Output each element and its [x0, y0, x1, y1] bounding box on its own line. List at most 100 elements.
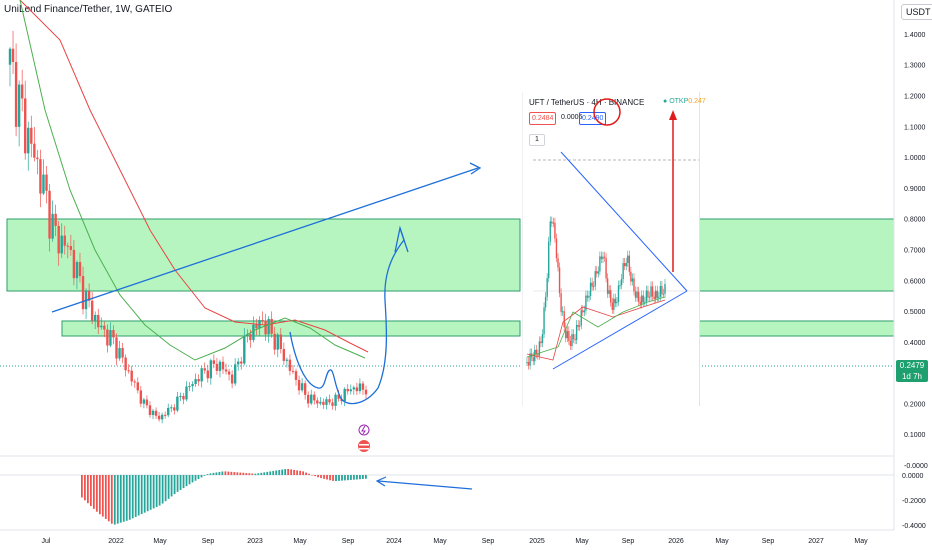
candle-body: [163, 414, 167, 416]
inset-candle-body: [554, 222, 556, 239]
histogram-bar: [215, 472, 218, 475]
inset-candle-body: [613, 298, 615, 310]
candle-body: [106, 329, 109, 346]
x-tick-label: Sep: [202, 538, 215, 545]
inset-candle-body: [633, 278, 635, 292]
currency-button[interactable]: USDT: [901, 4, 932, 20]
candle-body: [66, 245, 70, 247]
x-tick-label: Sep: [482, 538, 495, 545]
us-flag-stripes-2: [359, 448, 369, 450]
x-tick-label: 2023: [247, 538, 263, 545]
histogram-bar: [341, 475, 343, 481]
histogram-bar: [191, 475, 194, 483]
inset-candle-body: [600, 256, 603, 259]
histogram-bar: [320, 475, 322, 479]
candle-body: [90, 300, 94, 321]
candle-body: [285, 359, 289, 361]
us-flag-icon[interactable]: [358, 440, 370, 452]
histogram-bar: [311, 474, 313, 476]
histogram-bar: [104, 475, 107, 519]
candle-body: [142, 399, 146, 404]
histogram-bar: [242, 472, 245, 475]
inset-candle-body: [580, 310, 582, 326]
inset-candle-body: [551, 221, 553, 224]
histogram-bar: [356, 475, 358, 480]
candle-body: [167, 407, 170, 416]
candle-body: [8, 48, 12, 65]
histogram-bar: [170, 475, 173, 497]
inset-candle-body: [630, 271, 632, 282]
histogram-bar: [182, 475, 185, 489]
candle-body: [69, 246, 73, 250]
histogram-bar: [344, 475, 346, 481]
histogram-bar: [206, 474, 209, 475]
candle-body: [230, 374, 234, 384]
histogram-bar: [257, 473, 260, 475]
indicator-arrow: [377, 480, 473, 490]
candle-body: [270, 318, 273, 334]
histogram-bar: [251, 473, 254, 475]
candle-body: [243, 335, 246, 364]
candle-body: [191, 384, 194, 387]
inset-candle-body: [608, 290, 610, 294]
inset-candle-body: [549, 221, 551, 242]
histogram-bar: [134, 475, 137, 517]
candle-body: [355, 387, 359, 392]
candle-body: [20, 84, 24, 99]
candle-body: [267, 318, 270, 335]
lightning-icon[interactable]: [358, 424, 370, 436]
candle-body: [233, 364, 237, 384]
candle-body: [170, 407, 173, 409]
candle-body: [11, 48, 15, 63]
candle-body: [109, 330, 112, 346]
histogram-bar: [293, 469, 296, 475]
histogram-bar: [335, 475, 337, 482]
histogram-bar: [248, 473, 251, 475]
inset-bid[interactable]: 0.2484: [529, 112, 557, 125]
y-tick-label: 0.7000: [904, 247, 926, 254]
inset-otkp-value: 0.247: [688, 98, 706, 105]
histogram-bar: [185, 475, 188, 487]
inset-candle-body: [606, 278, 609, 294]
candle-body: [197, 379, 200, 382]
histogram-bar: [365, 475, 367, 479]
inset-candle-body: [605, 257, 607, 279]
histogram-bar: [113, 475, 116, 525]
histogram-bar: [290, 469, 293, 475]
inset-candle-body: [594, 271, 596, 287]
x-tick-label: May: [854, 538, 868, 545]
histogram-bar: [287, 468, 290, 475]
inset-ask[interactable]: 0.2490: [579, 112, 607, 125]
inset-candle-body: [625, 263, 627, 267]
histogram-bar: [116, 475, 119, 524]
y-tick-label: 1.4000: [904, 32, 926, 39]
current-price-countdown: 1d 7h: [901, 372, 923, 381]
y-tick-label: 1.3000: [904, 63, 926, 70]
candle-body: [325, 399, 328, 405]
collapse-chevron-icon[interactable]: 1: [529, 134, 545, 146]
candle-body: [240, 361, 243, 364]
inset-candle-body: [627, 255, 629, 264]
inset-candle-body: [599, 256, 601, 272]
histogram-bar: [245, 473, 248, 475]
triangle-lower: [552, 290, 688, 370]
triangle-upper: [560, 151, 688, 292]
inset-candle-body: [642, 295, 644, 303]
y-axis-ticks: 1.4000 1.3000 1.2000 1.1000 1.0000 0.9000 0.80…: [904, 32, 928, 470]
candle-body: [209, 360, 213, 379]
candle-body: [294, 371, 298, 380]
inset-candle-body: [560, 293, 562, 312]
candle-body: [346, 388, 349, 392]
x-tick-label: 2025: [529, 538, 545, 545]
cup-pattern-drawing: [289, 227, 405, 405]
trend-line: [51, 167, 479, 313]
candle-body: [30, 127, 33, 144]
inset-candle-body: [591, 282, 593, 287]
inset-candle-body: [664, 284, 666, 294]
candle-body: [133, 381, 136, 383]
histogram-bar: [131, 475, 134, 519]
inset-candle-body: [555, 238, 558, 259]
lightning-glyph: [361, 425, 366, 435]
inset-otkp-label: OTKP: [669, 98, 689, 105]
